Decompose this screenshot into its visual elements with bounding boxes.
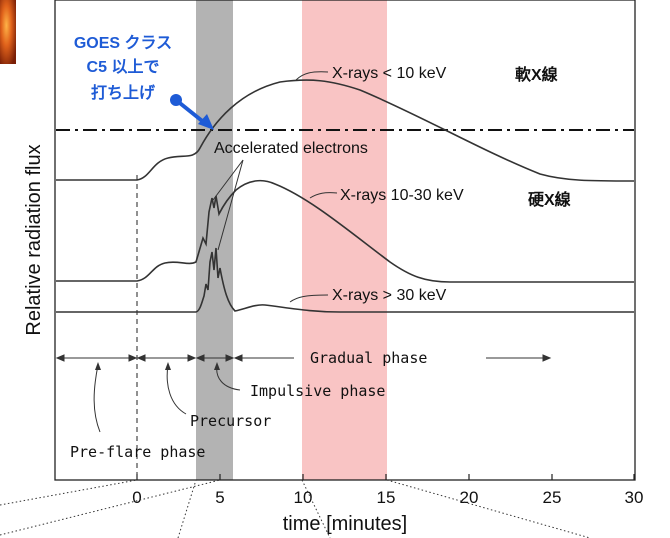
goes-label-line1: GOES クラス	[74, 34, 172, 52]
hard-xray-curve	[56, 179, 634, 283]
x-tick-30: 30	[625, 488, 644, 507]
x-axis-ticks	[136, 474, 635, 480]
hard-xray-leader	[309, 192, 338, 199]
electron-pointer-2	[217, 159, 244, 251]
gradual-phase-label: Gradual phase	[310, 349, 427, 367]
high-xray-label: X-rays > 30 keV	[332, 287, 447, 304]
precursor-leader	[166, 364, 187, 415]
x-tick-15: 15	[377, 488, 396, 507]
x-tick-0: 0	[132, 488, 141, 507]
accelerated-electrons-label: Accelerated electrons	[214, 140, 368, 157]
goes-pointer-arrow	[198, 114, 214, 130]
goes-pointer-line	[174, 98, 208, 126]
soft-xray-curve	[56, 79, 635, 182]
high-xray-leader	[289, 294, 329, 303]
y-axis-label: Relative radiation flux	[23, 144, 45, 335]
pre-flare-phase-label: Pre-flare phase	[70, 443, 205, 461]
x-tick-25: 25	[543, 488, 562, 507]
goes-label-line3: 打ち上げ	[91, 83, 156, 102]
phase-arrows	[55, 354, 552, 362]
x-tick-5: 5	[215, 488, 224, 507]
plot-frame	[54, 0, 636, 481]
preflare-leader	[93, 364, 101, 433]
goes-label-line2: C5 以上で	[87, 58, 160, 76]
impulsive-phase-band	[196, 0, 233, 480]
soft-xray-leader	[295, 71, 329, 81]
solar-image-thumbnail	[0, 0, 16, 64]
x-tick-20: 20	[460, 488, 479, 507]
precursor-label: Precursor	[190, 412, 271, 430]
electron-pointer-1	[212, 159, 244, 201]
soft-xray-label: X-rays < 10 keV	[332, 65, 447, 82]
hard-xray-label: X-rays 10-30 keV	[340, 187, 464, 204]
soft-xray-jp-label: 軟X線	[515, 65, 558, 84]
impulsive-phase-label: Impulsive phase	[250, 382, 385, 400]
x-axis-label: time [minutes]	[283, 513, 407, 535]
hard-xray-jp-label: 硬X線	[528, 190, 571, 209]
x-tick-10: 10	[294, 488, 313, 507]
zoom-projection-lines	[0, 479, 591, 538]
high-xray-curve	[56, 247, 634, 313]
